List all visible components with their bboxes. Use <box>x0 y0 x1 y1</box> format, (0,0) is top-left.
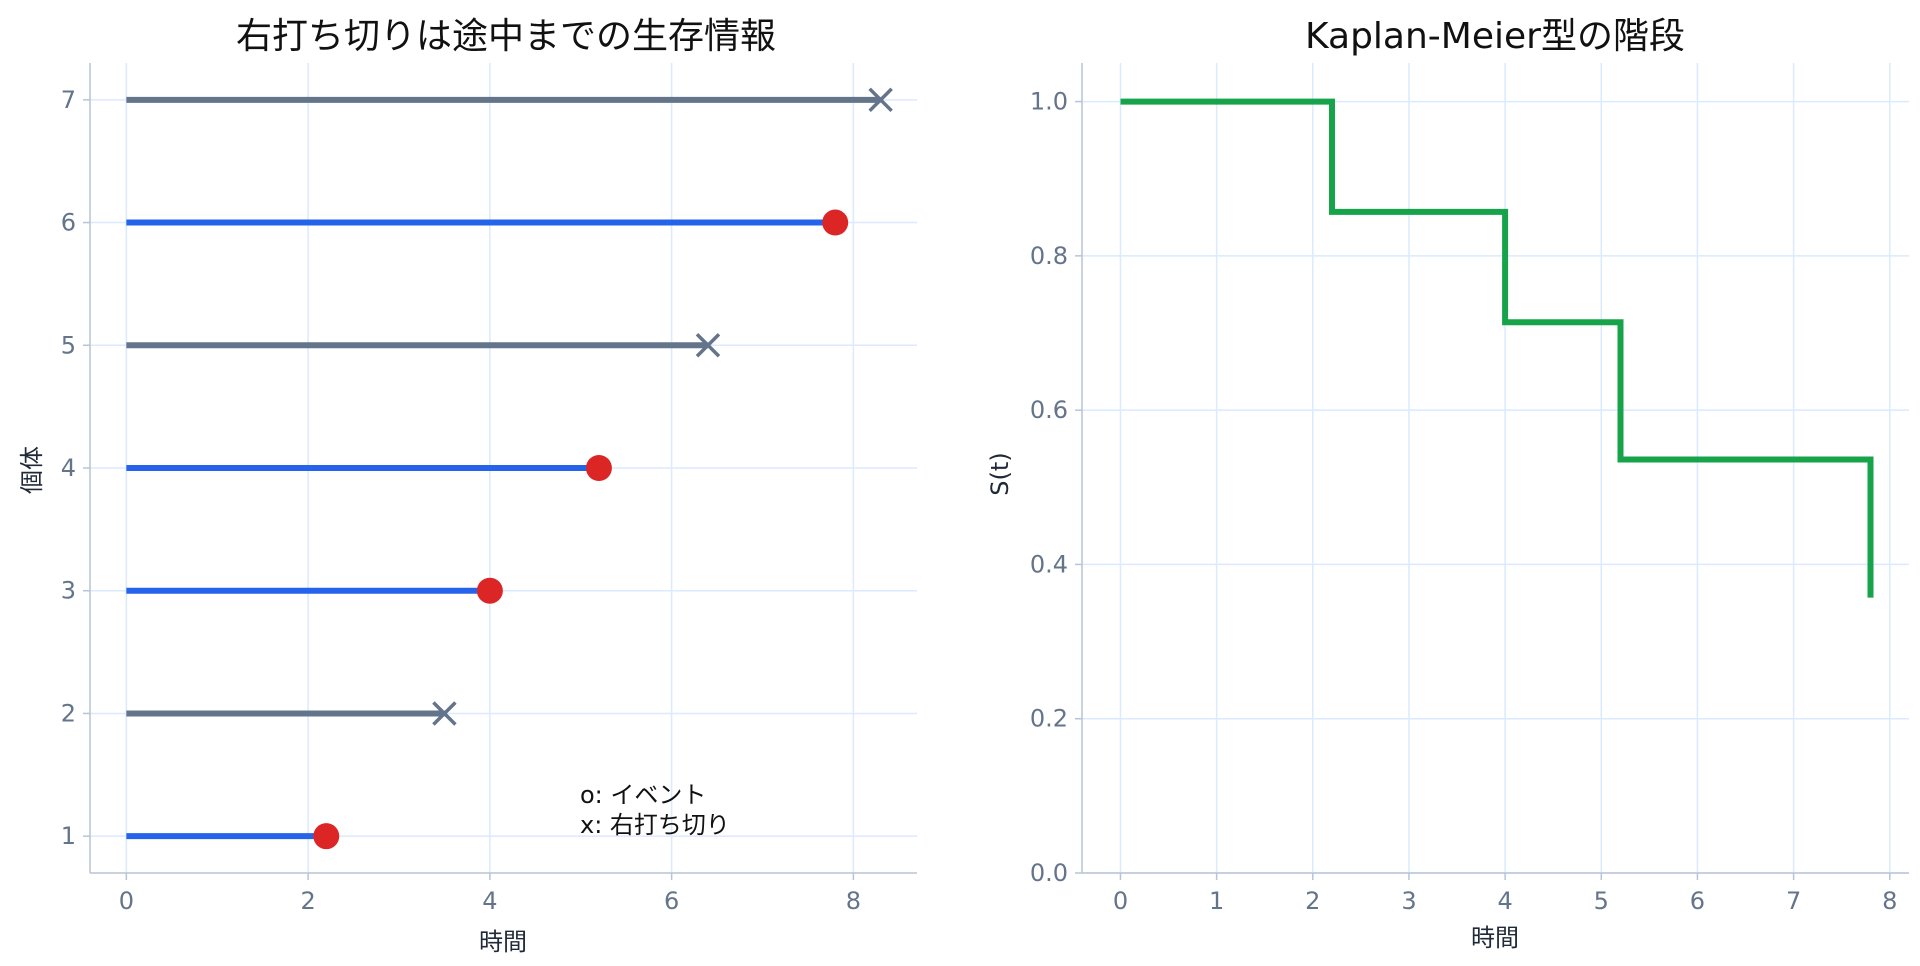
left-axes-spines <box>83 63 917 880</box>
left-x-tick-label: 2 <box>300 887 315 915</box>
left-x-tick-label: 6 <box>664 887 679 915</box>
right-x-tick-label: 1 <box>1209 887 1224 915</box>
left-x-tick-label: 0 <box>119 887 134 915</box>
subject-4-event-marker <box>585 455 612 481</box>
left-chart-censoring: 0 2 4 6 8 1 2 3 4 5 6 7 右打ち切りは途中までの生存情報 時間 個体 o: イベ… <box>18 16 917 956</box>
left-y-tick-label: 6 <box>61 209 76 237</box>
subject-2-censor-marker <box>432 701 457 726</box>
left-chart-title: 右打ち切りは途中までの生存情報 <box>236 16 776 57</box>
left-y-tick-label: 4 <box>61 454 76 482</box>
left-y-tick-label: 1 <box>61 822 76 850</box>
left-y-tick-label: 3 <box>61 577 76 605</box>
right-x-tick-label: 4 <box>1497 887 1512 915</box>
right-y-tick-label: 0.0 <box>1030 859 1068 887</box>
survival-step-line <box>1120 98 1874 598</box>
censor-cross-stroke <box>868 87 893 113</box>
right-survival-step <box>1120 98 1874 598</box>
right-x-tick-label: 5 <box>1594 887 1609 915</box>
right-y-tick-label: 0.6 <box>1030 396 1068 424</box>
left-x-tick-label: 4 <box>482 887 497 915</box>
censor-cross-stroke <box>695 333 721 358</box>
left-subject-lines <box>126 87 893 850</box>
right-y-tick-label: 0.4 <box>1030 550 1068 578</box>
left-x-axis-label: 時間 <box>479 928 527 956</box>
right-chart-kaplan-meier: 0 1 2 3 4 5 6 7 8 0.0 0.2 0.4 0.6 0.8 1.0 Kaplan-Meier… <box>986 16 1909 952</box>
left-y-axis-label: 個体 <box>18 446 46 494</box>
subject-6-event-marker <box>822 209 849 236</box>
legend-note-censored: x: 右打ち切り <box>580 811 730 839</box>
legend-note-event: o: イベント <box>580 781 706 809</box>
subject-3-event-marker <box>476 577 503 604</box>
left-x-tick-label: 8 <box>846 887 861 915</box>
right-x-tick-label: 7 <box>1786 887 1801 915</box>
right-y-tick-label: 1.0 <box>1030 88 1068 116</box>
right-x-tick-label: 0 <box>1113 887 1128 915</box>
subject-5-censor-marker <box>695 333 721 358</box>
right-chart-title: Kaplan-Meier型の階段 <box>1305 16 1685 57</box>
right-y-axis-label: S(t) <box>986 452 1014 495</box>
right-grid <box>1082 63 1909 874</box>
subject-7-censor-marker <box>868 87 893 113</box>
left-tick-labels: 0 2 4 6 8 1 2 3 4 5 6 7 <box>61 86 861 915</box>
right-y-tick-label: 0.2 <box>1030 705 1068 733</box>
right-x-tick-label: 8 <box>1882 887 1897 915</box>
right-axes-spines <box>1075 63 1909 880</box>
right-x-tick-label: 3 <box>1401 887 1416 915</box>
censor-cross-stroke <box>432 701 457 726</box>
subject-1-event-marker <box>313 823 340 850</box>
right-x-tick-label: 6 <box>1690 887 1705 915</box>
left-y-tick-label: 7 <box>61 86 76 114</box>
right-tick-labels: 0 1 2 3 4 5 6 7 8 0.0 0.2 0.4 0.6 0.8 1.0 <box>1030 88 1898 915</box>
right-y-tick-label: 0.8 <box>1030 242 1068 270</box>
right-x-axis-label: 時間 <box>1471 924 1519 952</box>
right-x-tick-label: 2 <box>1305 887 1320 915</box>
left-y-tick-label: 2 <box>61 699 76 727</box>
left-y-tick-label: 5 <box>61 331 76 359</box>
